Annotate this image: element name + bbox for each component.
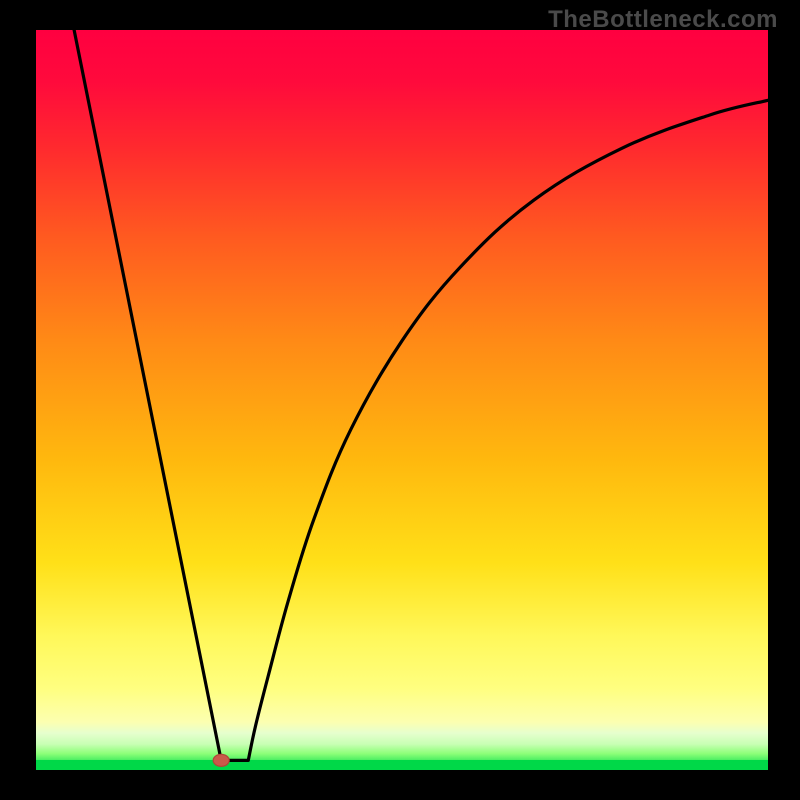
bottleneck-curve [71, 15, 768, 760]
curve-layer [0, 0, 800, 800]
chart-container: TheBottleneck.com [0, 0, 800, 800]
watermark-text: TheBottleneck.com [548, 6, 778, 34]
minimum-marker [213, 754, 229, 766]
